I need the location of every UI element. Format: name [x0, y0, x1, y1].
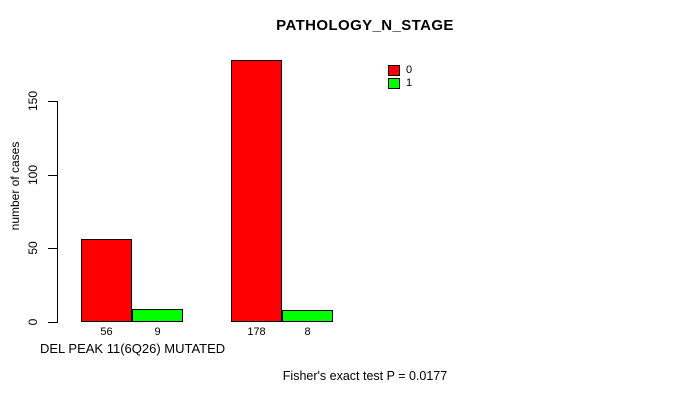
x-axis-label: DEL PEAK 11(6Q26) MUTATED	[40, 341, 226, 356]
legend-label: 1	[406, 77, 413, 89]
y-tick-label: 100	[26, 164, 40, 185]
chart-title: PATHOLOGY_N_STAGE	[276, 17, 454, 34]
legend-row: 0	[388, 64, 412, 77]
y-tick-label: 0	[26, 318, 40, 326]
y-axis-tick	[48, 174, 57, 176]
y-axis-tick	[48, 322, 57, 323]
bar-series-1-group-2	[282, 310, 333, 322]
bar-series-0-group-2	[231, 59, 282, 322]
bar-value-label: 8	[304, 326, 311, 338]
y-axis-tick	[48, 248, 57, 250]
bar-series-0-group-1	[81, 239, 132, 322]
y-tick-label: 150	[26, 90, 40, 112]
y-axis-tick	[48, 101, 57, 102]
bar-value-label: 9	[154, 326, 161, 338]
legend-swatch-icon	[388, 78, 400, 89]
bar-series-1-group-1	[132, 308, 183, 322]
bar-value-label: 56	[100, 326, 113, 338]
fisher-test-text: Fisher's exact test P = 0.0177	[282, 369, 448, 383]
bar-value-label: 178	[247, 326, 266, 338]
legend-swatch-icon	[388, 65, 400, 76]
legend-label: 0	[406, 64, 413, 76]
y-tick-label: 50	[26, 241, 40, 256]
y-axis-line	[57, 101, 58, 323]
legend-row: 1	[388, 77, 412, 90]
y-axis-label: number of cases	[8, 141, 22, 231]
